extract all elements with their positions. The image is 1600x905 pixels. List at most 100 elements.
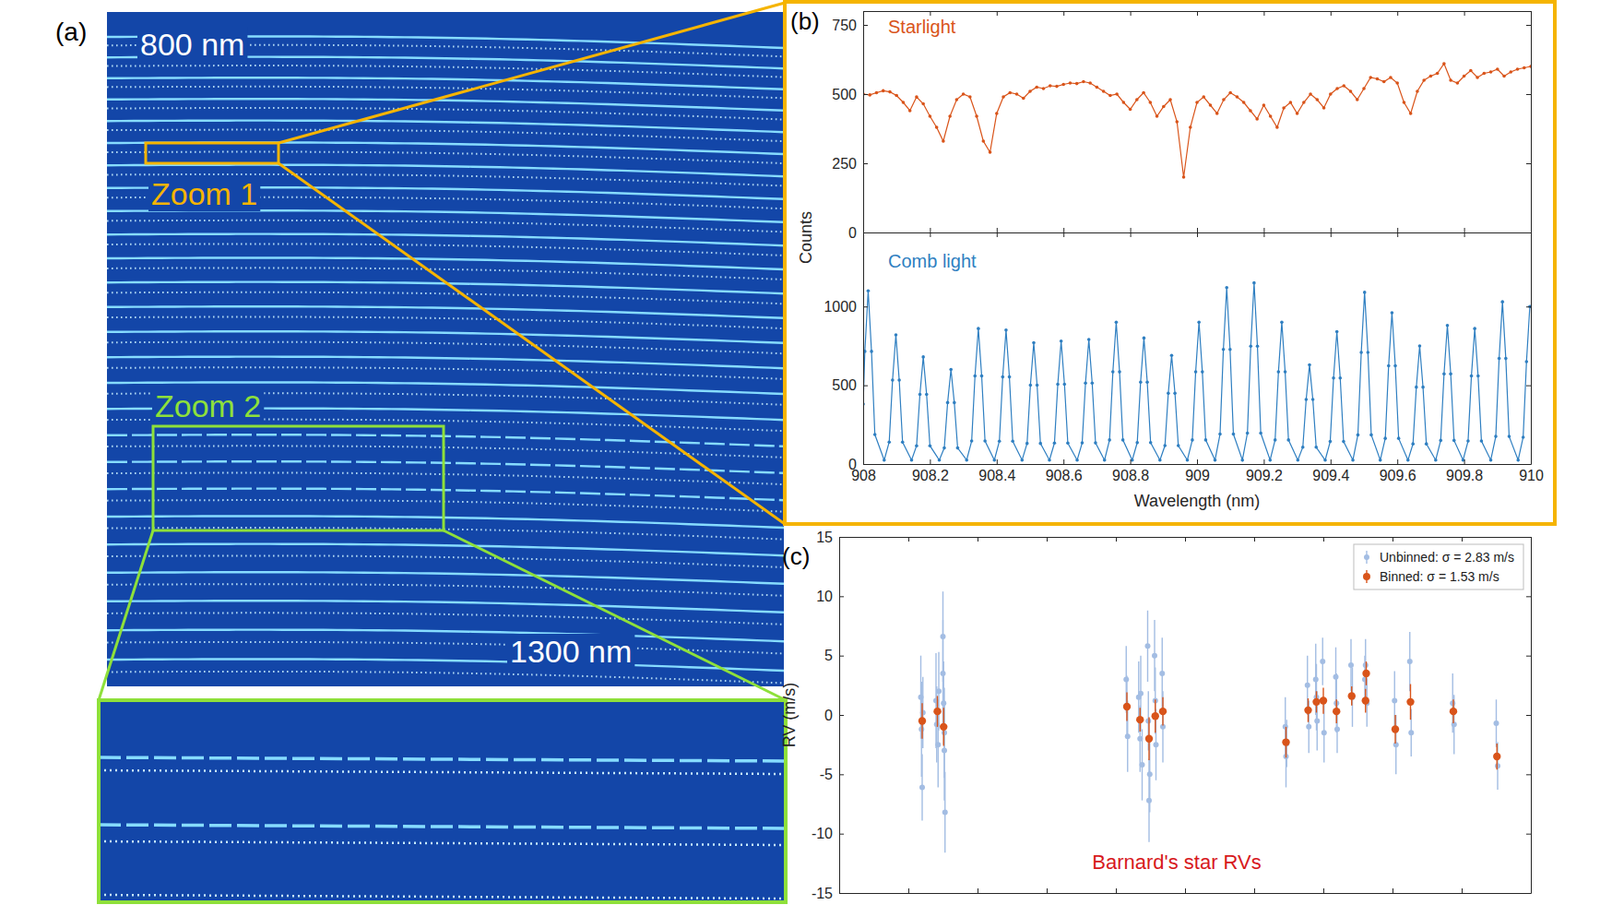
data-point [1020,458,1025,463]
data-point [1137,690,1144,697]
data-point [1356,433,1361,438]
data-point [1348,662,1354,668]
data-point [1308,92,1313,96]
panel-title: Comb light [888,250,977,272]
tick [1526,94,1531,95]
data-point [940,670,947,676]
data-point [1128,107,1133,112]
data-point [935,741,941,747]
data-point [1355,97,1360,102]
data-point [1200,369,1205,374]
tick-label: 0 [824,707,833,723]
zoom-connector [278,2,785,143]
data-point [992,458,996,463]
tick [1461,536,1463,542]
tick [1197,11,1198,16]
tick [1464,232,1466,238]
data-point [1090,380,1095,385]
error-bar [1285,725,1287,788]
data-point [900,439,905,444]
data-point [928,114,933,119]
data-point [1194,369,1198,374]
zoom-label: Zoom 2 [154,388,261,424]
tick-mark [1464,459,1466,464]
data-point [921,102,925,107]
tick [1197,232,1198,238]
panel-label: (a) [55,17,87,47]
tick-mark [1197,227,1198,233]
echelle-order [106,629,784,642]
data-point [1075,82,1079,86]
tick [1397,227,1399,233]
tick-mark [1063,11,1065,16]
data-point [924,392,929,397]
data-point [918,716,926,724]
tick [1330,11,1332,16]
data-point [1482,71,1487,76]
data-point [1418,343,1423,348]
data-point [1093,440,1098,445]
data-point [983,438,987,443]
comb-trace [106,473,784,486]
echelle-orders [106,35,784,683]
data-point [1382,80,1387,84]
comb-trace [106,130,784,143]
tick [996,232,998,238]
data-point [1145,642,1151,649]
legend: Unbinned: σ = 2.83 m/sBinned: σ = 1.53 m… [1353,544,1524,590]
inset-trace [98,824,786,829]
tick-mark [1526,24,1531,26]
tick-mark [839,892,844,894]
data-point [1188,125,1193,130]
data-point [1029,383,1033,388]
data-point [1158,458,1162,463]
data-point [1303,706,1312,714]
wavelength-label: 1300 nm [509,633,632,669]
tick-mark [1526,714,1531,716]
data-point [1215,111,1220,116]
tick [1130,227,1132,233]
data-point [937,458,942,463]
y-axis-right [1526,537,1532,894]
data-point [1295,111,1300,116]
data-point [1445,323,1450,328]
data-point [1174,119,1179,124]
data-point [1108,94,1113,98]
data-point [1197,320,1201,325]
data-point [1268,114,1273,119]
data-point [1136,715,1144,723]
text-patch [507,633,635,669]
tick [1526,892,1531,894]
tick-mark [1330,227,1332,233]
data-point [1213,458,1218,463]
tick-mark [1185,536,1186,542]
tick [908,536,910,542]
tick: 500 [831,86,868,103]
data-point [942,809,949,816]
data-point [1117,369,1122,374]
data-point [1466,438,1470,443]
tick-mark [1392,888,1394,893]
tick [1130,11,1132,16]
data-point [881,89,886,94]
data-point [914,94,919,99]
tick [1063,232,1065,238]
plot-1: 908908.2908.4908.6908.8909909.2909.4909.… [823,232,1544,484]
data-point [1338,376,1342,380]
data-point [1159,707,1167,715]
data-point [1208,103,1213,107]
tick-label: 15 [816,529,833,546]
data-point [1522,66,1527,71]
zoom-inset-frame [98,699,786,902]
echelle-order [106,515,784,528]
plot-0: 0250500750Starlight [831,11,1533,241]
data-point [1507,434,1512,439]
data-point [1500,299,1505,304]
tick-mark [863,163,868,165]
data-point [1395,81,1399,85]
data-point [1286,438,1291,442]
tick-label: 908.2 [912,467,949,484]
tick-mark [1263,11,1265,16]
zoom-connector [278,163,785,524]
data-point [918,392,923,397]
